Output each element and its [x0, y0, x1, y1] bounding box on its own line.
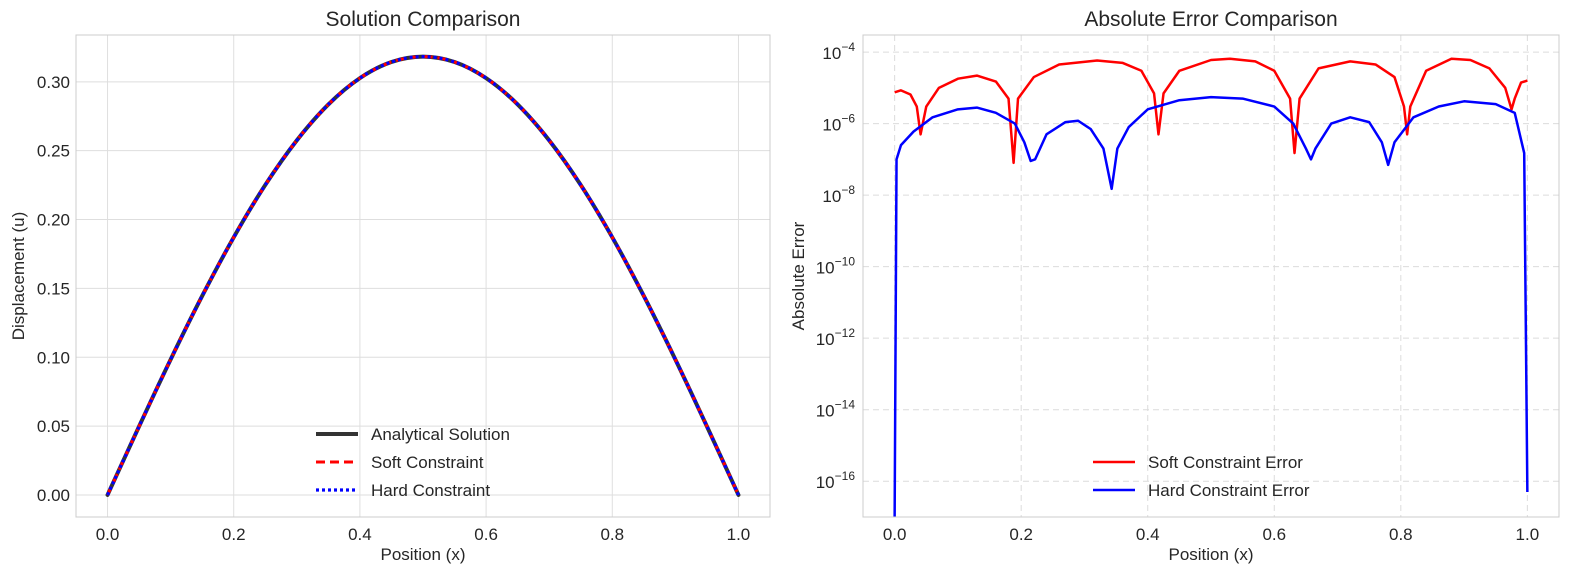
chart1-ytick-base: 10	[822, 44, 841, 63]
chart0-xtick-label: 0.0	[96, 525, 120, 544]
chart0-legend-label: Analytical Solution	[371, 425, 510, 444]
chart0-background	[76, 35, 770, 517]
chart0-ytick-label: 0.30	[37, 73, 70, 92]
chart1-ticks: 0.0 0.2 0.4 0.6 0.8 1.010−410−610−810−1010−12…	[816, 40, 1539, 544]
chart1-ytick-base: 10	[816, 330, 835, 349]
chart1-xtick-label: 0.2	[1009, 525, 1033, 544]
chart1-ytick-label: 10−8	[822, 183, 855, 206]
chart1-xtick-label: 0.4	[1136, 525, 1160, 544]
chart0-lines	[105, 54, 741, 497]
chart1-ytick-label: 10−4	[822, 40, 855, 63]
chart0-grid	[76, 35, 770, 517]
chart0-xtick-label: 0.2	[222, 525, 246, 544]
chart1-ytick-base: 10	[816, 259, 835, 278]
chart1-ytick-exponent: −10	[835, 255, 856, 269]
chart1-ytick-label: 10−12	[816, 326, 856, 349]
chart0-xlabel: Position (x)	[380, 545, 465, 564]
chart1-ytick-label: 10−10	[816, 255, 856, 278]
chart1-xtick-label: 1.0	[1516, 525, 1540, 544]
chart1-ytick-base: 10	[816, 473, 835, 492]
chart1-ylabel: Absolute Error	[789, 221, 808, 330]
chart1-ytick-exponent: −8	[841, 183, 855, 197]
chart0-legend-label: Hard Constraint	[371, 481, 490, 500]
chart0-xtick-label: 0.4	[348, 525, 372, 544]
solution-comparison-chart: 0.0 0.2 0.4 0.6 0.8 1.0 0.00 0.05 0.10 0.15 0.20 0.…	[9, 8, 771, 564]
chart1-ytick-exponent: −4	[841, 40, 855, 54]
chart1-ytick-exponent: −14	[835, 398, 856, 412]
chart1-xtick-label: 0.0	[883, 525, 907, 544]
chart1-ytick-base: 10	[822, 116, 841, 135]
chart1-ytick-label: 10−16	[816, 469, 856, 492]
chart1-legend-label: Soft Constraint Error	[1148, 453, 1303, 472]
chart1-ytick-exponent: −16	[835, 469, 856, 483]
chart1-legend: Soft Constraint Error Hard Constraint Err…	[1093, 453, 1310, 500]
chart0-ytick-label: 0.10	[37, 348, 70, 367]
chart1-ytick-base: 10	[822, 187, 841, 206]
chart0-ylabel: Displacement (u)	[9, 212, 28, 341]
chart1-lines	[893, 57, 1529, 518]
chart1-frame	[862, 34, 1560, 518]
chart0-ytick-label: 0.20	[37, 211, 70, 230]
chart1-series-0-line	[894, 57, 1528, 165]
chart1-grid	[863, 35, 1559, 517]
chart1-ytick-exponent: −6	[841, 112, 855, 126]
chart1-legend-label: Hard Constraint Error	[1148, 481, 1310, 500]
chart1-title: Absolute Error Comparison	[1084, 8, 1337, 31]
chart0-xtick-label: 0.6	[474, 525, 498, 544]
chart0-frame	[75, 34, 771, 518]
chart1-xlabel: Position (x)	[1168, 545, 1253, 564]
chart0-xtick-label: 1.0	[727, 525, 751, 544]
chart0-ytick-label: 0.00	[37, 486, 70, 505]
chart1-xtick-label: 0.6	[1262, 525, 1286, 544]
chart1-xtick-label: 0.8	[1389, 525, 1413, 544]
chart0-legend: Analytical Solution Soft Constraint Hard C…	[316, 425, 510, 500]
chart0-ticks: 0.0 0.2 0.4 0.6 0.8 1.0 0.00 0.05 0.10 0.15 0.20 0.…	[37, 73, 750, 544]
chart0-series-2-line	[106, 55, 740, 496]
chart1-ytick-base: 10	[816, 402, 835, 421]
chart0-ytick-label: 0.05	[37, 417, 70, 436]
chart1-background	[863, 35, 1559, 517]
chart1-ytick-label: 10−14	[816, 398, 856, 421]
chart1-ytick-label: 10−6	[822, 112, 855, 135]
chart1-series-1-line	[893, 95, 1529, 518]
chart0-ytick-label: 0.25	[37, 142, 70, 161]
chart0-series-1-line	[106, 55, 740, 496]
chart0-ytick-label: 0.15	[37, 279, 70, 298]
chart0-xtick-label: 0.8	[600, 525, 624, 544]
chart1-ytick-exponent: −12	[835, 326, 856, 340]
chart0-title: Solution Comparison	[326, 8, 521, 31]
chart0-legend-label: Soft Constraint	[371, 453, 484, 472]
absolute-error-chart: 0.0 0.2 0.4 0.6 0.8 1.010−410−610−810−1010−12…	[789, 8, 1560, 564]
